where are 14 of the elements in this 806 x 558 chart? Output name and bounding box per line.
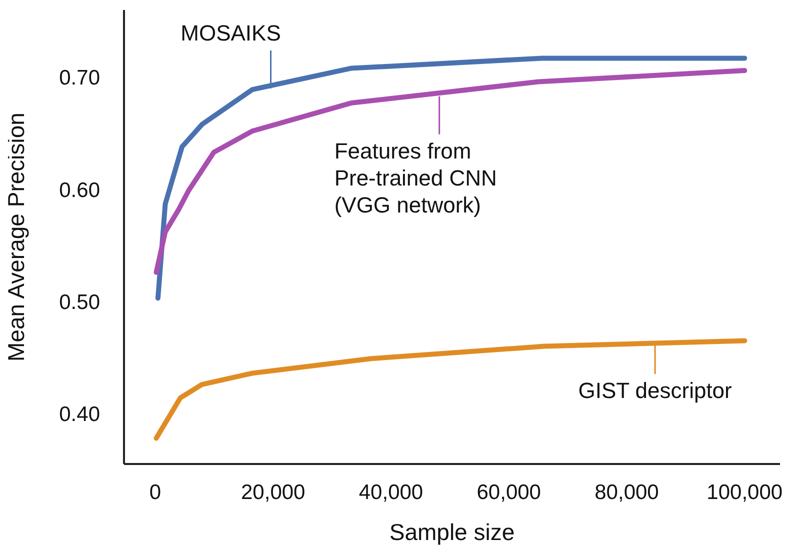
- annotation: MOSAIKS: [180, 20, 281, 46]
- x-axis-title: Sample size: [389, 519, 515, 545]
- x-tick-label: 100,000: [706, 480, 783, 504]
- y-tick-label: 0.60: [59, 178, 100, 202]
- x-tick-label: 0: [149, 480, 162, 504]
- x-tick-label: 80,000: [594, 480, 659, 504]
- y-tick-label: 0.70: [59, 66, 100, 90]
- y-tick-label: 0.40: [59, 403, 100, 426]
- annotation: Features from Pre-trained CNN (VGG network): [334, 138, 497, 218]
- annotation: GIST descriptor: [578, 378, 732, 404]
- y-tick-label: 0.50: [59, 290, 100, 314]
- x-tick-label: 40,000: [358, 480, 424, 504]
- x-tick-label: 20,000: [241, 480, 306, 504]
- x-tick-label: 60,000: [476, 480, 541, 504]
